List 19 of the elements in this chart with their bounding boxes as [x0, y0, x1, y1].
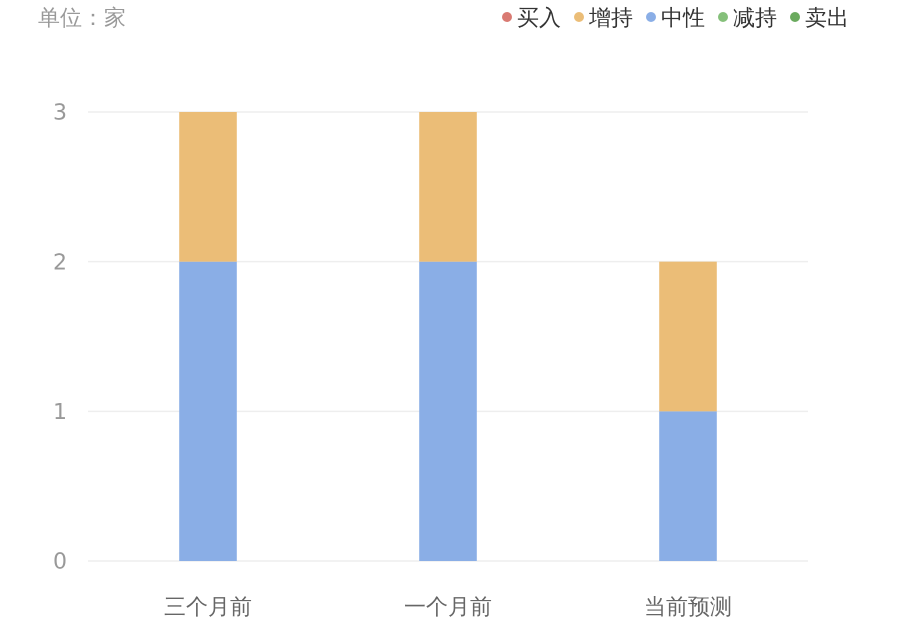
y-axis-title: 单位：家: [38, 6, 126, 31]
x-tick-label: 三个月前: [164, 595, 252, 620]
legend-label: 减持: [733, 6, 777, 31]
bar: [419, 262, 477, 561]
legend-label: 中性: [661, 6, 705, 31]
x-tick-label: 一个月前: [404, 595, 492, 620]
y-tick-label: 3: [53, 100, 67, 126]
bar: [659, 411, 717, 561]
bar: [419, 112, 477, 262]
legend-label: 卖出: [805, 6, 849, 31]
y-tick-label: 0: [53, 550, 67, 575]
y-tick-label: 1: [53, 400, 67, 426]
x-tick-label: 当前预测: [644, 595, 732, 620]
bar: [659, 262, 717, 412]
legend-label: 买入: [517, 6, 561, 31]
bar: [179, 112, 237, 262]
legend-label: 增持: [588, 6, 633, 31]
y-tick-label: 2: [53, 250, 67, 276]
bar: [179, 262, 237, 561]
